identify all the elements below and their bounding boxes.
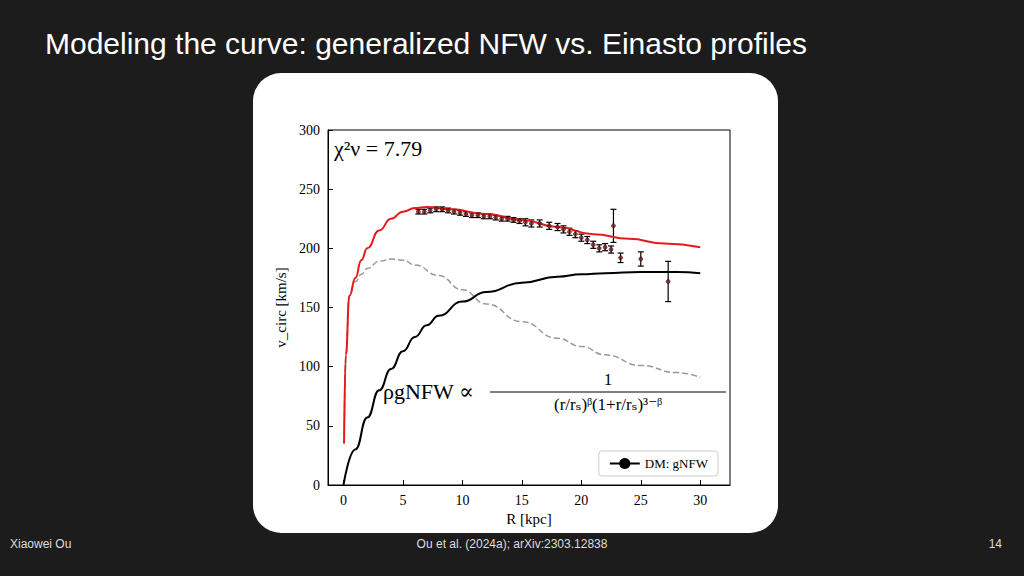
svg-text:100: 100 [299, 359, 320, 374]
svg-text:25: 25 [634, 493, 648, 508]
svg-text:1: 1 [604, 370, 613, 389]
svg-text:R [kpc]: R [kpc] [506, 511, 551, 527]
svg-text:10: 10 [455, 493, 469, 508]
svg-text:Xiaowei Ou: Xiaowei Ou [10, 537, 71, 551]
svg-text:Modeling the curve: generalize: Modeling the curve: generalized NFW vs. … [45, 27, 807, 60]
svg-text:χ²ν = 7.79: χ²ν = 7.79 [333, 136, 422, 161]
svg-text:20: 20 [574, 493, 588, 508]
svg-text:(r/rₛ)ᵝ(1+r/rₛ)³⁻ᵝ: (r/rₛ)ᵝ(1+r/rₛ)³⁻ᵝ [554, 395, 662, 414]
svg-text:200: 200 [299, 241, 320, 256]
svg-text:30: 30 [693, 493, 707, 508]
svg-text:Ou et al. (2024a); arXiv:2303.: Ou et al. (2024a); arXiv:2303.12838 [417, 537, 608, 551]
svg-text:150: 150 [299, 300, 320, 315]
svg-text:v_circ [km/s]: v_circ [km/s] [273, 267, 289, 347]
svg-text:0: 0 [313, 478, 320, 493]
svg-text:15: 15 [515, 493, 529, 508]
svg-text:300: 300 [299, 123, 320, 138]
svg-text:50: 50 [306, 418, 320, 433]
svg-text:250: 250 [299, 182, 320, 197]
svg-text:14: 14 [989, 537, 1003, 551]
svg-text:DM: gNFW: DM: gNFW [645, 456, 709, 471]
svg-text:5: 5 [399, 493, 406, 508]
svg-text:0: 0 [340, 493, 347, 508]
svg-text:ρgNFW ∝: ρgNFW ∝ [383, 379, 474, 404]
